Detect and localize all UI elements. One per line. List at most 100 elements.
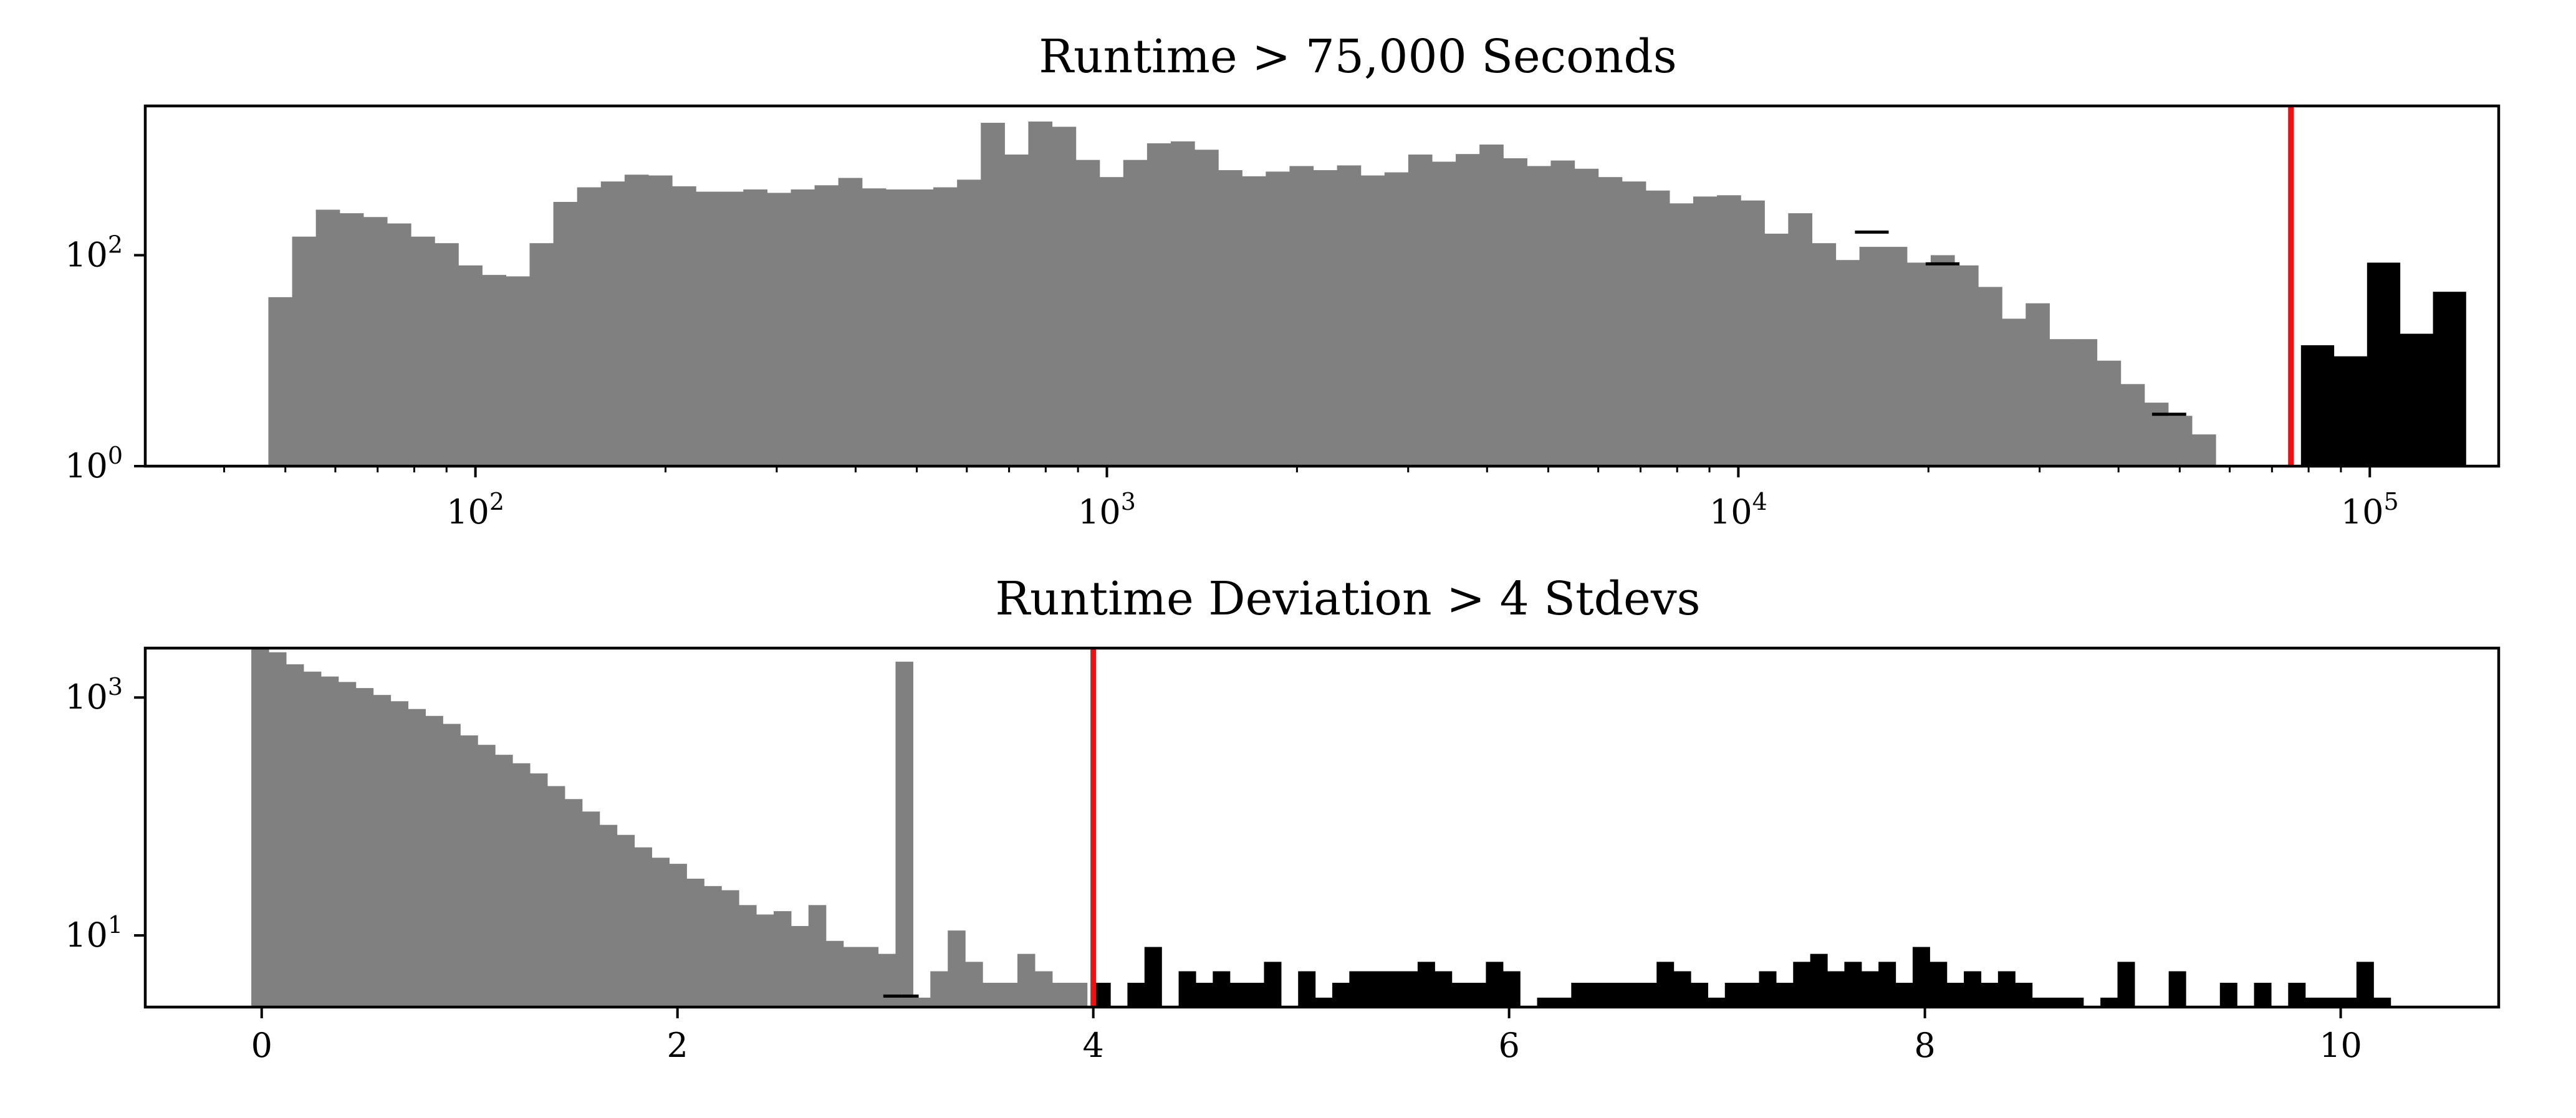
bar: [1052, 983, 1070, 1007]
bar: [862, 188, 887, 466]
above-threshold-bar: [1554, 997, 1572, 1007]
bar: [1883, 247, 1908, 466]
above-threshold-bar: [1690, 983, 1708, 1007]
axis-ticks-bottom: 0 2 4 6 8 10 103 101: [65, 673, 2362, 1065]
histogram-bars-top: [268, 122, 2466, 467]
bar: [1717, 195, 1741, 466]
bar: [1218, 170, 1242, 466]
bar: [2073, 339, 2098, 466]
bar: [1004, 154, 1029, 466]
bar: [1669, 203, 1694, 466]
bar: [408, 709, 426, 1007]
bar: [1075, 160, 1100, 466]
above-threshold-bar: [1622, 983, 1640, 1007]
bar: [577, 187, 602, 466]
x-tick-label: 0: [251, 1026, 272, 1065]
bar: [355, 688, 374, 1007]
bar: [1598, 177, 1623, 466]
bar: [1645, 190, 1670, 466]
above-threshold-bar: [1417, 962, 1435, 1007]
bar: [2026, 303, 2050, 466]
bar: [1978, 287, 2002, 466]
above-threshold-bar: [1605, 983, 1623, 1007]
bar: [1069, 983, 1088, 1007]
y-tick-label: 100: [65, 442, 123, 485]
bar: [363, 217, 388, 466]
bar: [739, 905, 757, 1007]
bar: [2144, 403, 2169, 466]
bar: [704, 886, 722, 1007]
bar: [669, 864, 687, 1007]
above-threshold-bar: [2333, 356, 2368, 466]
axis-ticks-top: 102 103 104 105 100 102: [65, 231, 2399, 532]
above-threshold-bar: [1247, 983, 1265, 1007]
above-threshold-bar: [2168, 971, 2186, 1007]
bar: [1550, 160, 1575, 466]
bar: [1622, 181, 1646, 466]
bar: [529, 243, 554, 466]
bar: [814, 185, 839, 466]
bar: [895, 661, 913, 1007]
bar: [1313, 170, 1338, 466]
bar: [1360, 175, 1385, 466]
above-threshold-bar: [1195, 983, 1213, 1007]
bar: [2120, 384, 2145, 466]
above-threshold-bar: [1844, 962, 1862, 1007]
bar: [2191, 434, 2216, 466]
above-threshold-bar: [1912, 947, 1930, 1007]
x-tick-label: 105: [2341, 488, 2399, 532]
above-threshold-bar: [1997, 971, 2016, 1007]
bar: [930, 971, 948, 1007]
above-threshold-bar: [2015, 983, 2033, 1007]
bar: [1146, 143, 1171, 466]
above-threshold-bar: [883, 994, 902, 998]
x-tick-label: 104: [1709, 488, 1767, 532]
above-threshold-bar: [1673, 971, 1691, 1007]
bar: [1527, 166, 1552, 466]
bar: [506, 276, 531, 466]
above-threshold-bar: [1315, 997, 1333, 1007]
bar: [2097, 360, 2122, 466]
bar: [529, 773, 548, 1007]
above-threshold-bar: [1383, 971, 1401, 1007]
above-threshold-bar: [1981, 983, 1999, 1007]
bar: [1906, 262, 1931, 466]
bar: [582, 811, 600, 1007]
above-threshold-bar: [2254, 983, 2272, 1007]
bar: [373, 695, 392, 1007]
bar: [743, 189, 768, 466]
y-tick-label: 103: [65, 673, 123, 717]
bar: [1693, 196, 1718, 466]
chart-title-top: Runtime > 75,000 Seconds: [1039, 30, 1676, 84]
plot-frame-bottom: [143, 646, 2501, 1009]
bar: [460, 735, 478, 1007]
bar: [1859, 247, 1884, 466]
above-threshold-bar: [2288, 983, 2306, 1007]
bar: [425, 715, 443, 1007]
bar: [1431, 161, 1456, 466]
above-threshold-bar: [1855, 230, 1889, 234]
x-tick-label: 8: [1914, 1026, 1935, 1065]
bar: [600, 181, 625, 466]
above-threshold-bar: [1451, 983, 1469, 1007]
bar: [981, 123, 1005, 467]
bar: [1266, 171, 1290, 466]
bar: [1289, 166, 1314, 466]
bar: [547, 786, 565, 1007]
bar: [913, 997, 931, 1007]
above-threshold-bar: [2367, 262, 2401, 466]
above-threshold-bar: [1656, 962, 1675, 1007]
above-threshold-bar: [1571, 983, 1589, 1007]
bar: [268, 297, 293, 466]
bar: [292, 236, 317, 466]
bar: [825, 940, 844, 1007]
histogram-bars-bottom: [251, 648, 2391, 1007]
bar: [965, 962, 983, 1007]
above-threshold-bar: [2219, 983, 2237, 1007]
bar: [2049, 339, 2074, 466]
bar: [1194, 150, 1219, 467]
above-threshold-bar: [1537, 997, 1555, 1007]
bar: [1034, 971, 1053, 1007]
x-tick-label: 4: [1082, 1026, 1103, 1065]
